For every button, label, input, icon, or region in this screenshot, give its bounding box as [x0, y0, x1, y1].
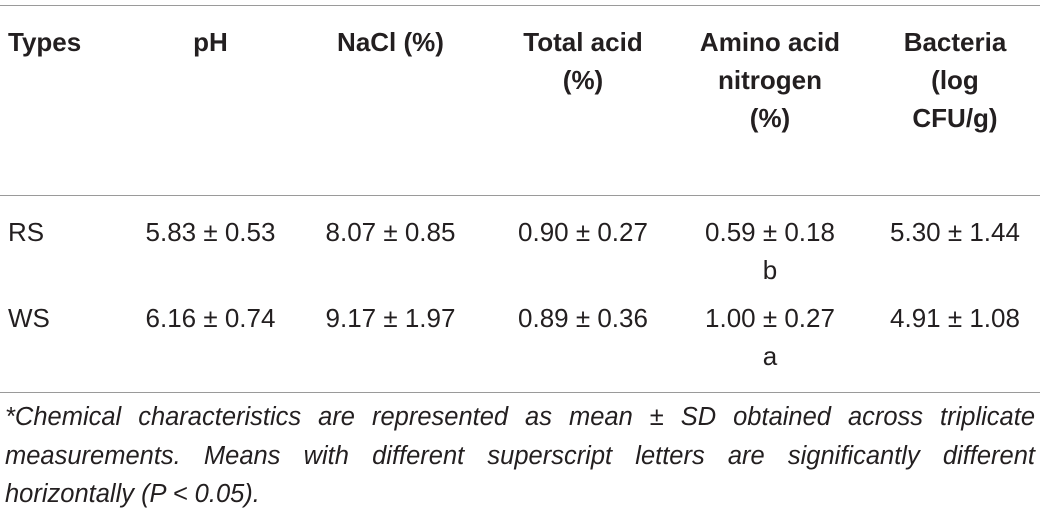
data-cell: 8.07 ± 0.85: [325, 217, 456, 247]
data-cell: 5.30 ± 1.44: [890, 217, 1020, 247]
data-cell: 4.91 ± 1.08: [890, 303, 1020, 333]
superscript: a: [762, 341, 778, 371]
bottom-rule: [0, 392, 1040, 393]
top-rule: [0, 5, 1040, 6]
header-cell: pH: [193, 27, 228, 57]
data-cell: 1.00 ± 0.27: [705, 303, 835, 333]
superscript: b: [762, 255, 778, 285]
data-cell: 0.90 ± 0.27: [518, 217, 648, 247]
header-cell: Total acid (%): [523, 27, 643, 95]
footnote: *Chemical characteristics are represente…: [5, 403, 1035, 508]
data-cell: 6.16 ± 0.74: [145, 303, 276, 333]
data-cell: 5.83 ± 0.53: [145, 217, 276, 247]
data-cell: 0.59 ± 0.18: [705, 217, 835, 247]
row-label: WS: [8, 303, 50, 333]
data-cell: 0.89 ± 0.36: [518, 303, 648, 333]
header-cell: Bacteria (log CFU/g): [903, 27, 1007, 133]
data-cell: 9.17 ± 1.97: [325, 303, 456, 333]
header-cell: Amino acid nitrogen (%): [699, 27, 841, 133]
header-rule: [0, 195, 1040, 196]
header-cell: NaCl (%): [337, 27, 444, 57]
header-cell: Types: [8, 27, 82, 57]
row-label: RS: [8, 217, 45, 247]
